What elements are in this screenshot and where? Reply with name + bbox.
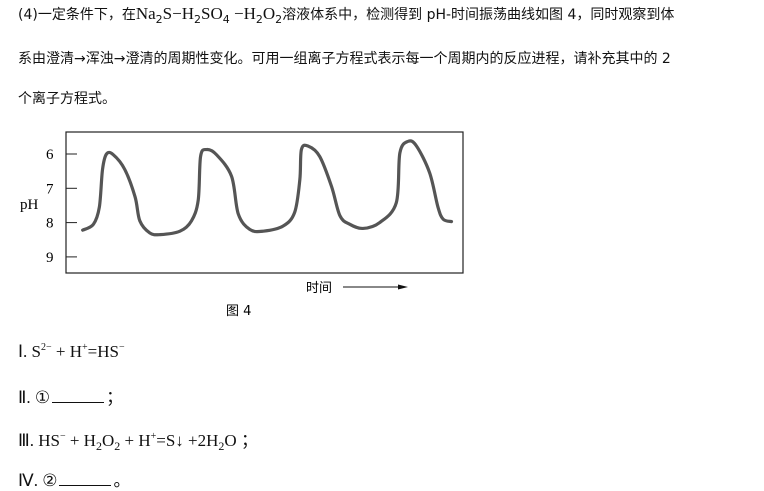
equation-2: Ⅱ. ① ； [18,383,123,408]
superscript: + [150,431,157,442]
text-run: (4)一定条件下，在 [18,7,136,23]
text-run: Ⅲ. HS [18,431,60,450]
subscript: 2 [255,13,263,26]
text-run: + H [51,342,82,361]
y-tick-label: 6 [46,147,54,163]
text-run: 个离子方程式。 [18,91,116,107]
text-run: −H [229,4,256,23]
text-run: 系由澄清→浑浊→澄清的周期性变化。可用一组离子方程式表示每一个周期内的反应进程，… [18,51,671,67]
question-line-1: (4)一定条件下，在Na2S−H2SO4 −H2O2溶液体系中，检测得到 pH-… [18,4,675,26]
text-run: Ⅳ. ② [18,471,58,490]
subscript: 2 [218,439,225,453]
text-run: S−H [162,4,194,23]
x-axis-label: 时间 [306,281,332,296]
subscript: 2 [114,439,121,453]
question-line-3: 个离子方程式。 [18,88,116,108]
plot-frame [65,131,464,274]
text-run: =HS [87,342,119,361]
question-line-2: 系由澄清→浑浊→澄清的周期性变化。可用一组离子方程式表示每一个周期内的反应进程，… [18,48,671,68]
subscript: 4 [222,13,230,26]
text-run: + H [120,431,151,450]
subscript: 2 [275,13,283,26]
y-tick-label: 7 [46,181,54,197]
text-run: Ⅱ. ① [18,388,51,407]
text-run: Na [135,4,156,23]
superscript: + [81,342,88,353]
subscript: 2 [155,13,163,26]
answer-blank[interactable] [59,471,112,486]
equation-4: Ⅳ. ② 。 [18,466,130,491]
text-run: O [101,431,115,450]
subscript: 2 [194,13,201,26]
figure-caption: 图 4 [226,304,251,319]
superscript: 2− [40,342,52,353]
y-tick-label: 9 [46,250,54,266]
text-run: + H [65,431,96,450]
superscript: − [118,342,125,353]
ph-time-chart: 6 7 8 9 pH 时间 图 4 [20,131,464,319]
equation-3: Ⅲ. HS− + H2O2 + H+=S↓ +2H2O ； [18,426,258,453]
y-tick-label: 8 [46,216,54,232]
text-run: Ⅰ. S [18,342,41,361]
text-run: O [262,4,276,23]
answer-blank[interactable] [52,388,105,403]
ph-curve [81,139,454,237]
y-axis-label: pH [20,197,39,213]
text-run: O ； [224,431,258,450]
text-run: 。 [113,471,131,490]
arrow-head-icon [398,284,408,290]
text-run: =S↓ +2H [156,431,219,450]
text-run: 溶液体系中，检测得到 pH-时间振荡曲线如图 4，同时观察到体 [282,7,675,23]
text-run: ； [106,388,124,407]
superscript: − [59,431,66,442]
equation-1: Ⅰ. S2− + H+=HS− [18,342,125,362]
subscript: 2 [95,439,102,453]
text-run: SO [201,4,223,23]
